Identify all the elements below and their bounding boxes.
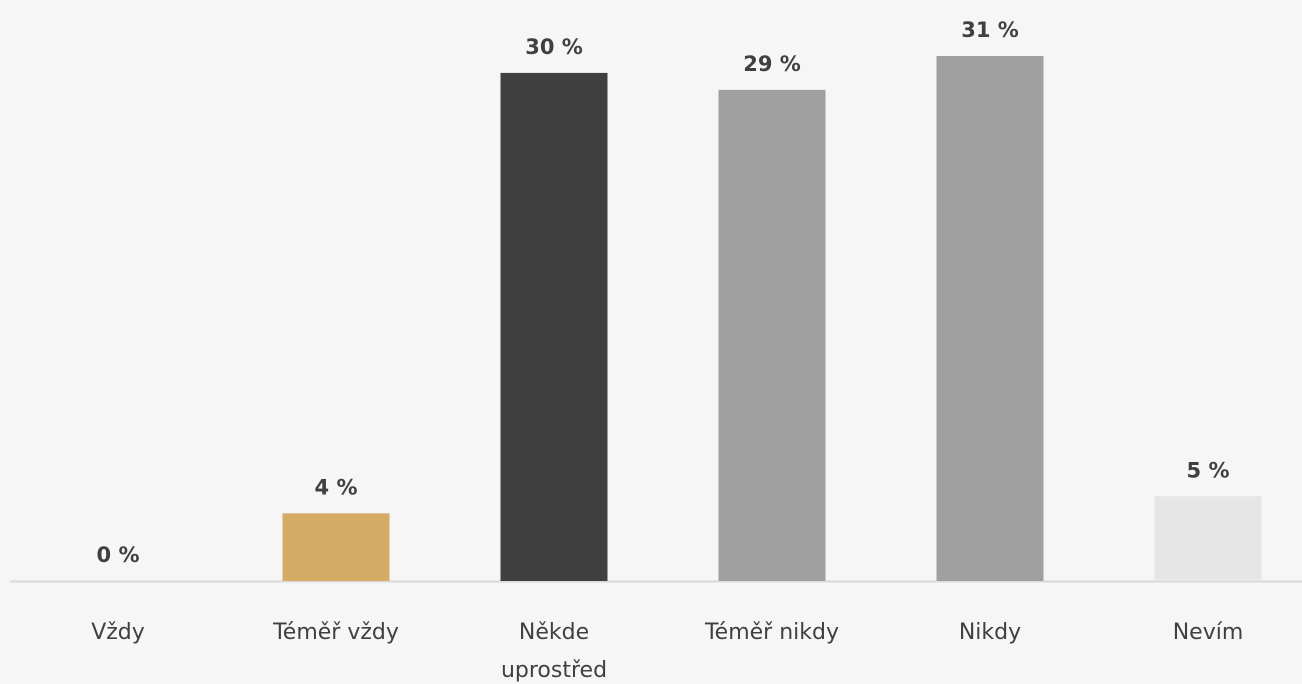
value-label-1: 4 % [315, 475, 358, 499]
bar-2 [500, 72, 608, 582]
value-label-4: 31 % [961, 18, 1019, 42]
value-label-2: 30 % [525, 35, 583, 59]
bar-1 [282, 513, 390, 581]
category-label-4: Nikdy [959, 620, 1021, 645]
category-label-5: Nevím [1173, 620, 1244, 645]
bar-3 [718, 89, 826, 582]
category-label-2: Někde uprostřed [501, 620, 607, 683]
bar-4 [936, 56, 1044, 581]
bar-5 [1154, 496, 1262, 581]
value-label-5: 5 % [1187, 458, 1230, 482]
value-label-3: 29 % [743, 52, 801, 76]
category-label-0: Vždy [91, 620, 145, 645]
value-label-0: 0 % [97, 543, 140, 567]
category-label-3: Téměř nikdy [704, 620, 839, 645]
category-label-1: Téměř vždy [272, 620, 399, 645]
